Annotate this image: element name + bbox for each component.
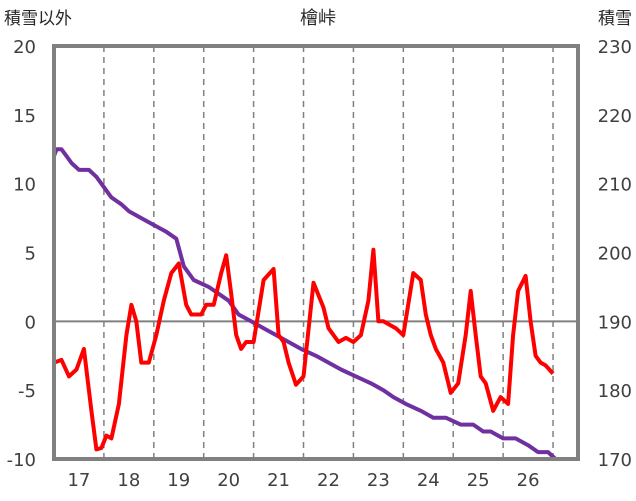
- x-tick-label: 23: [367, 470, 390, 491]
- plot-frame: [52, 44, 580, 461]
- right-tick-label: 190: [598, 312, 632, 333]
- left-tick-label: -5: [18, 381, 36, 402]
- x-axis-ticks: 17 18 19 20 21 22 23 24 25 26: [67, 470, 539, 491]
- right-tick-label: 230: [598, 37, 632, 58]
- x-tick-label: 17: [67, 470, 90, 491]
- x-tick-label: 26: [517, 470, 540, 491]
- left-tick-label: 0: [25, 312, 36, 333]
- left-tick-label: 15: [13, 106, 36, 127]
- x-tick-label: 21: [267, 470, 290, 491]
- x-tick-label: 19: [167, 470, 190, 491]
- x-tick-label: 24: [417, 470, 440, 491]
- right-tick-label: 220: [598, 106, 632, 127]
- x-tick-label: 18: [117, 470, 140, 491]
- right-axis-title: 積雪: [598, 9, 632, 29]
- right-tick-label: 180: [598, 381, 632, 402]
- right-tick-label: 170: [598, 450, 632, 471]
- right-axis-ticks: 230 220 210 200 190 180 170: [598, 37, 632, 471]
- x-tick-label: 20: [217, 470, 240, 491]
- series-line-snow-depth: [52, 147, 557, 461]
- right-tick-label: 200: [598, 244, 632, 265]
- x-tick-label: 22: [317, 470, 340, 491]
- right-tick-label: 210: [598, 175, 632, 196]
- x-tick-label: 25: [467, 470, 490, 491]
- chart-title: 檜峠: [300, 7, 336, 29]
- left-tick-label: 10: [13, 175, 36, 196]
- left-axis-ticks: 20 15 10 5 0 -5 -10: [7, 37, 36, 471]
- left-axis-title: 積雪以外: [4, 9, 72, 29]
- left-tick-label: -10: [7, 450, 36, 471]
- series-line-temperature: [53, 247, 555, 452]
- left-tick-label: 5: [25, 244, 36, 265]
- left-tick-label: 20: [13, 37, 36, 58]
